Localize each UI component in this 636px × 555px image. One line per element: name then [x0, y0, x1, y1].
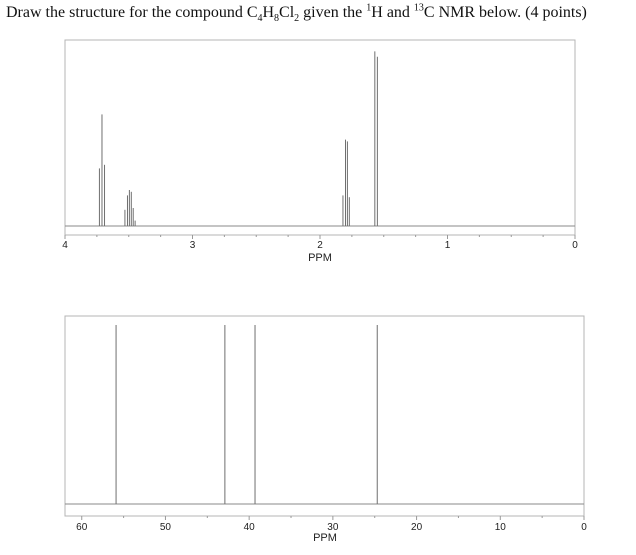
c-nmr-frame: [64, 315, 585, 517]
c-nmr-peaks: [115, 325, 378, 504]
h-nmr-frame: [64, 39, 576, 236]
c-nmr-tick-label-40: 40: [244, 522, 256, 533]
c-nmr-tick-label-30: 30: [327, 522, 339, 533]
h-nmr-tick-label-0: 0: [572, 240, 578, 251]
h-nmr-x-axis: 4 3 2 1 0: [62, 235, 578, 251]
c-nmr-x-axis: 60 50 40 30 20 10 0: [76, 516, 587, 533]
c-nmr-tick-label-0: 0: [581, 522, 587, 533]
c-nmr-tick-label-10: 10: [495, 522, 507, 533]
h-nmr-tick-label-3: 3: [190, 240, 196, 251]
c-nmr-tick-label-50: 50: [160, 522, 172, 533]
c-nmr-spectrum: 60 50 40 30 20 10 0 PPM: [64, 315, 587, 544]
c-nmr-axis-title: PPM: [313, 532, 337, 544]
h-nmr-spectrum: 4 3 2 1 0 PPM: [62, 39, 578, 264]
c-nmr-tick-label-60: 60: [76, 522, 88, 533]
c-nmr-tick-label-20: 20: [411, 522, 423, 533]
h-nmr-tick-label-2: 2: [317, 240, 323, 251]
question-text: Draw the structure for the compound C4H8…: [6, 2, 587, 25]
h-nmr-tick-label-4: 4: [62, 240, 68, 251]
h-nmr-axis-title: PPM: [308, 252, 332, 264]
h-nmr-tick-label-1: 1: [445, 240, 451, 251]
h-nmr-peaks: [98, 51, 378, 226]
